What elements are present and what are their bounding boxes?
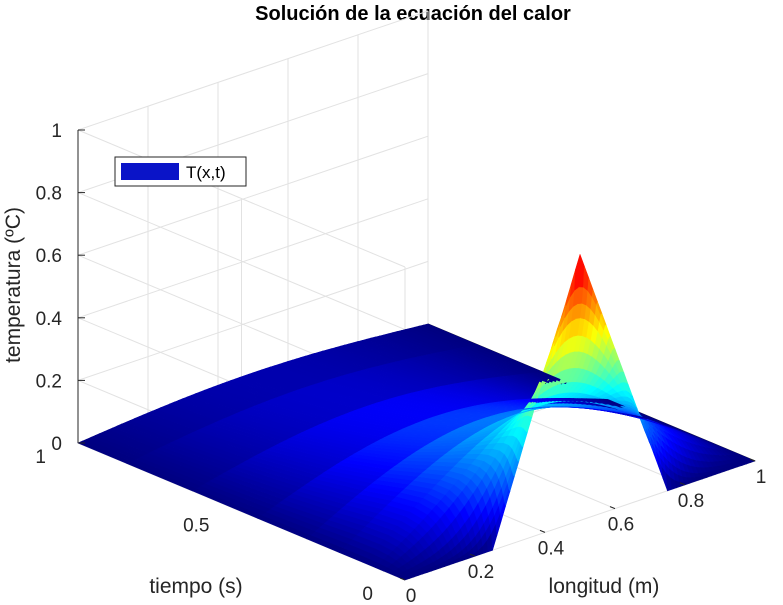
grid-line-xz-1 <box>77 260 429 381</box>
x-tick-label-2: 0.4 <box>538 538 565 559</box>
y-axis-label: tiempo (s) <box>149 575 242 598</box>
x-tick-mark-5 <box>749 458 756 462</box>
x-tick-label-0: 0 <box>406 586 417 605</box>
x-axis-label: longitud (m) <box>549 575 660 598</box>
x-tick-mark-1 <box>469 553 476 557</box>
x-tick-mark-3 <box>609 506 616 510</box>
x-tick-label-5: 1 <box>756 467 767 488</box>
legend-swatch <box>121 163 179 180</box>
grid-line-xz-3 <box>77 135 429 256</box>
grid-line-xz-5 <box>77 10 429 131</box>
surface-patch-10-23 <box>406 454 446 459</box>
y-tick-label-2: 1 <box>35 447 46 468</box>
y-tick-label-1: 0.5 <box>183 516 209 537</box>
legend-label: T(x,t) <box>186 163 226 182</box>
surface-patch-9-21 <box>430 461 460 467</box>
z-tick-label-4: 0.8 <box>36 184 62 205</box>
z-tick-label-0: 0 <box>51 434 62 455</box>
z-tick-label-2: 0.4 <box>36 309 63 330</box>
x-tick-mark-2 <box>539 529 546 533</box>
y-tick-label-0: 0 <box>362 584 373 605</box>
z-tick-label-3: 0.6 <box>36 246 62 267</box>
x-tick-label-4: 0.8 <box>678 491 704 512</box>
chart-title: Solución de la ecuación del calor <box>255 3 571 25</box>
z-tick-label-5: 1 <box>51 121 62 142</box>
x-tick-mark-0 <box>399 577 406 581</box>
surface-patch-10-24 <box>410 451 450 456</box>
grid-line-xz-2 <box>77 198 429 319</box>
x-tick-label-3: 0.6 <box>608 515 634 536</box>
legend: T(x,t) <box>114 156 247 187</box>
x-tick-label-1: 0.2 <box>468 562 494 583</box>
temperature-surface <box>77 254 756 581</box>
z-axis-label: temperatura (ºC) <box>2 207 25 363</box>
x-tick-mark-4 <box>679 482 686 486</box>
z-tick-label-1: 0.2 <box>36 371 62 392</box>
